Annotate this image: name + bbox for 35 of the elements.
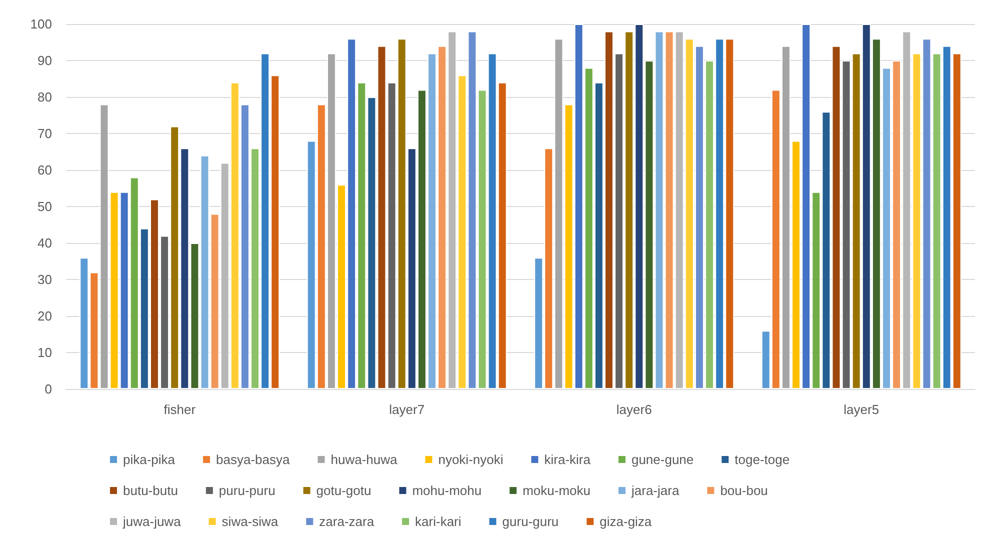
legend-label: nyoki-nyoki	[438, 452, 504, 467]
legend-label: jara-jara	[630, 483, 680, 498]
x-tick-label: layer5	[844, 402, 880, 417]
y-tick-label: 10	[38, 345, 52, 360]
y-tick-label: 40	[38, 236, 52, 250]
y-tick-label: 30	[38, 272, 52, 287]
legend-label: kari-kari	[415, 514, 462, 529]
x-tick-label: layer7	[389, 402, 425, 417]
legend-label: zara-zara	[319, 514, 375, 529]
legend-label: pika-pika	[123, 452, 176, 467]
y-tick-label: 80	[38, 90, 52, 104]
legend-label: giza-giza	[600, 514, 652, 529]
legend-label: toge-toge	[734, 452, 790, 467]
legend-label: siwa-siwa	[222, 514, 279, 529]
legend-label: kira-kira	[544, 452, 592, 467]
y-tick-label: 0	[44, 382, 52, 396]
x-tick-label: fisher	[164, 402, 196, 417]
legend-label: juwa-juwa	[122, 514, 182, 529]
legend-label: guru-guru	[502, 514, 559, 529]
y-tick-label: 50	[38, 199, 52, 214]
y-tick-label: 100	[30, 16, 52, 32]
legend-label: basya-basya	[216, 452, 291, 467]
y-tick-label: 60	[38, 162, 52, 178]
y-tick-label: 90	[38, 53, 52, 68]
legend-label: butu-butu	[123, 483, 178, 498]
legend-label: bou-bou	[720, 483, 768, 498]
legend-label: gune-gune	[631, 452, 694, 467]
legend-label: puru-puru	[218, 483, 276, 498]
legend-label: mohu-mohu	[412, 483, 482, 498]
legend-label: moku-moku	[522, 483, 591, 498]
y-tick-label: 70	[38, 126, 52, 141]
x-tick-label: layer6	[616, 402, 652, 417]
legend-label: gotu-gotu	[316, 483, 372, 498]
legend-label: huwa-huwa	[330, 452, 398, 467]
y-tick-label: 20	[38, 308, 52, 324]
